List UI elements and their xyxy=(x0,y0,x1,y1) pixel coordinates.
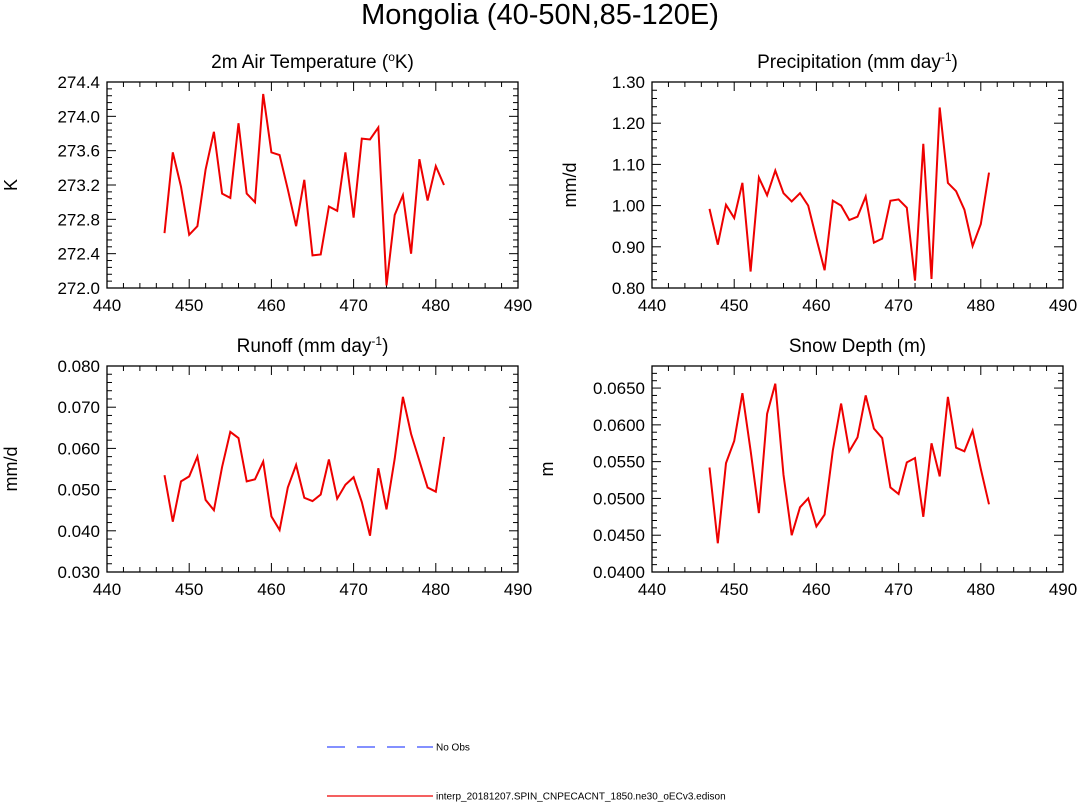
x-tick-label: 460 xyxy=(802,296,830,315)
series-line xyxy=(163,93,445,286)
y-tick-label: 274.0 xyxy=(57,107,100,126)
series-line xyxy=(163,396,445,536)
x-tick-label: 470 xyxy=(339,296,367,315)
panel-title: 2m Air Temperature (oK) xyxy=(211,50,414,73)
panel-title: Snow Depth (m) xyxy=(789,336,926,357)
y-axis-label: mm/d xyxy=(560,163,580,208)
y-tick-label: 0.030 xyxy=(57,563,100,582)
y-tick-label: 0.0550 xyxy=(593,453,645,472)
x-tick-label: 480 xyxy=(422,580,450,599)
x-tick-label: 480 xyxy=(967,296,995,315)
y-tick-label: 0.0500 xyxy=(593,489,645,508)
plot-frame xyxy=(106,81,519,289)
x-tick-label: 490 xyxy=(504,580,532,599)
x-tick-label: 470 xyxy=(884,296,912,315)
y-axis-label: m xyxy=(537,462,557,477)
y-tick-label: 0.060 xyxy=(57,439,100,458)
panel-3: Runoff (mm day-1) mm/d 440 450 460 470 480 490 0… xyxy=(1,334,532,599)
x-tick-label: 490 xyxy=(1049,580,1077,599)
x-tick-label: 440 xyxy=(638,296,666,315)
panel-title-text: Precipitation (mm day xyxy=(757,52,941,73)
x-tick-label: 450 xyxy=(720,296,748,315)
y-tick-label: 272.4 xyxy=(57,245,100,264)
y-tick-label: 273.6 xyxy=(57,142,100,161)
panel-2: Precipitation (mm day-1) mm/d 440 450 460 470… xyxy=(560,50,1077,315)
y-tick-label: 272.8 xyxy=(57,210,100,229)
panels: 2m Air Temperature (oK) K 440 450 460 470 480 4… xyxy=(1,50,1077,599)
y-tick-label: 1.10 xyxy=(612,155,645,174)
panel-title-text: Runoff (mm day xyxy=(237,336,372,357)
y-tick-label: 272.0 xyxy=(57,279,100,298)
y-axis-label: mm/d xyxy=(1,447,21,492)
legend-label-1: No Obs xyxy=(436,743,470,754)
panel-4: Snow Depth (m) m 440 450 460 470 480 490 0.0400 0… xyxy=(537,336,1077,599)
x-tick-label: 470 xyxy=(339,580,367,599)
panel-title-text-end: ) xyxy=(952,52,958,73)
plot-frame xyxy=(651,81,1064,289)
x-tick-label: 480 xyxy=(967,580,995,599)
panel-title-superscript: -1 xyxy=(371,334,382,348)
y-tick-label: 0.050 xyxy=(57,481,100,500)
panel-title: Runoff (mm day-1) xyxy=(237,334,389,357)
series-line xyxy=(708,107,990,281)
y-tick-label: 0.90 xyxy=(612,238,645,257)
figure-title: Mongolia (40-50N,85-120E) xyxy=(361,0,719,31)
panel-title-text: 2m Air Temperature ( xyxy=(211,52,389,73)
y-tick-label: 1.30 xyxy=(612,73,645,92)
y-tick-label: 0.040 xyxy=(57,522,100,541)
series-line xyxy=(708,383,990,544)
y-tick-label: 0.80 xyxy=(612,279,645,298)
panel-title-text: Snow Depth (m) xyxy=(789,336,926,357)
x-tick-label: 440 xyxy=(93,296,121,315)
panel-title-text-end: ) xyxy=(382,336,388,357)
panel-title-superscript: o xyxy=(388,50,395,64)
x-tick-label: 470 xyxy=(884,580,912,599)
panel-title-text-end: K) xyxy=(395,52,414,73)
y-axis-label: K xyxy=(1,179,21,191)
panel-title: Precipitation (mm day-1) xyxy=(757,50,958,73)
panel-1: 2m Air Temperature (oK) K 440 450 460 470 480 4… xyxy=(1,50,532,315)
y-tick-label: 0.080 xyxy=(57,357,100,376)
x-tick-label: 480 xyxy=(422,296,450,315)
y-tick-label: 0.070 xyxy=(57,398,100,417)
y-tick-label: 0.0650 xyxy=(593,379,645,398)
x-tick-label: 490 xyxy=(504,296,532,315)
x-tick-label: 450 xyxy=(720,580,748,599)
legend-label-2: interp_20181207.SPIN_CNPECACNT_1850.ne30… xyxy=(436,792,726,802)
x-tick-label: 440 xyxy=(638,580,666,599)
x-tick-label: 440 xyxy=(93,580,121,599)
y-tick-label: 274.4 xyxy=(57,73,100,92)
y-tick-label: 273.2 xyxy=(57,176,100,195)
panel-title-superscript: -1 xyxy=(941,50,952,64)
x-tick-label: 460 xyxy=(257,296,285,315)
y-tick-label: 0.0400 xyxy=(593,563,645,582)
y-tick-label: 0.0600 xyxy=(593,416,645,435)
y-tick-label: 1.00 xyxy=(612,197,645,216)
legend: No Obs interp_20181207.SPIN_CNPECACNT_185… xyxy=(327,743,726,802)
plot-frame xyxy=(106,365,519,573)
x-tick-label: 450 xyxy=(175,580,203,599)
y-tick-label: 1.20 xyxy=(612,114,645,133)
plot-frame xyxy=(651,365,1064,573)
y-tick-label: 0.0450 xyxy=(593,526,645,545)
x-tick-label: 460 xyxy=(257,580,285,599)
x-tick-label: 490 xyxy=(1049,296,1077,315)
x-tick-label: 450 xyxy=(175,296,203,315)
x-tick-label: 460 xyxy=(802,580,830,599)
